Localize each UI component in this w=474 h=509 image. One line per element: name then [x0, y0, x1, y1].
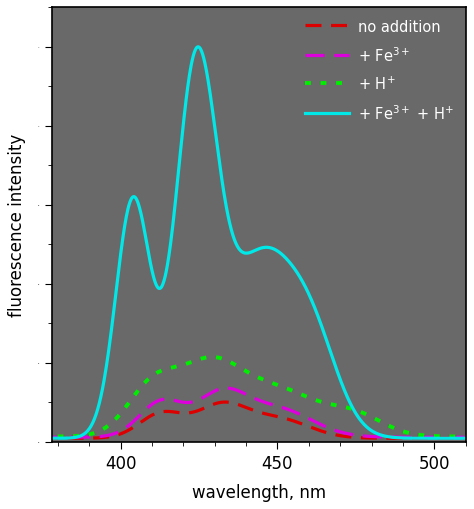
Legend: no addition, + Fe$^{3+}$, + H$^{+}$, + Fe$^{3+}$ + H$^{+}$: no addition, + Fe$^{3+}$, + H$^{+}$, + F… — [301, 16, 458, 127]
Y-axis label: fluorescence intensity: fluorescence intensity — [9, 134, 27, 317]
X-axis label: wavelength, nm: wavelength, nm — [191, 483, 326, 501]
